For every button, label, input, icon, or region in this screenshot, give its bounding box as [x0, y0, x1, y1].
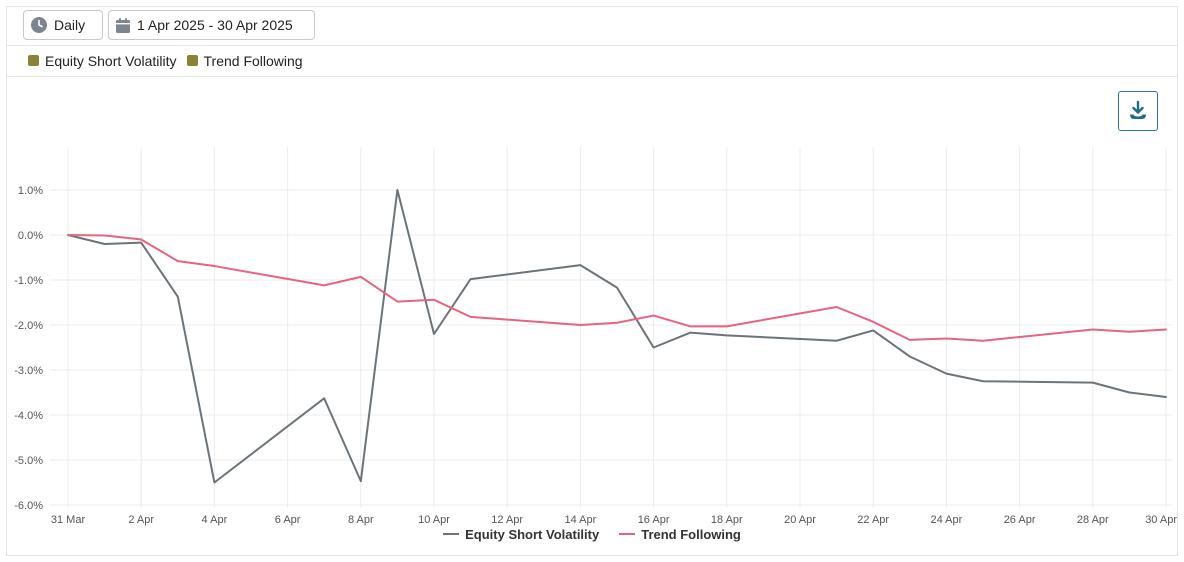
x-tick-label: 4 Apr — [202, 514, 228, 526]
calendar-icon — [116, 17, 130, 33]
date-range-label: 1 Apr 2025 - 30 Apr 2025 — [137, 17, 293, 33]
y-tick-label: -2.0% — [14, 320, 43, 332]
x-tick-label: 16 Apr — [638, 514, 670, 526]
y-tick-label: -6.0% — [14, 500, 43, 512]
download-icon — [1130, 100, 1146, 119]
series-swatch — [28, 55, 39, 66]
y-tick-label: 1.0% — [18, 185, 43, 197]
x-tick-label: 20 Apr — [784, 514, 816, 526]
series-line-trend-following[interactable] — [67, 234, 1167, 342]
x-tick-label: 6 Apr — [275, 514, 301, 526]
frequency-label: Daily — [54, 17, 86, 33]
y-tick-label: 0.0% — [18, 230, 43, 242]
x-tick-label: 31 Mar — [51, 514, 86, 526]
legend-item-trend-following[interactable]: Trend Following — [619, 527, 741, 542]
series-line-equity-short-volatility[interactable] — [67, 189, 1167, 484]
x-tick-label: 18 Apr — [711, 514, 743, 526]
series-swatch — [186, 55, 198, 66]
x-tick-label: 12 Apr — [491, 514, 523, 526]
x-tick-label: 26 Apr — [1004, 514, 1036, 526]
x-tick-label: 10 Apr — [418, 514, 450, 526]
legend-item-equity-short-volatility[interactable]: Equity Short Volatility — [443, 527, 599, 542]
series-filter-label: Equity Short Volatility — [45, 52, 177, 69]
y-tick-label: -1.0% — [14, 275, 43, 287]
chart-legend: Equity Short Volatility Trend Following — [0, 524, 1184, 544]
download-button[interactable] — [1118, 91, 1158, 131]
date-range-button[interactable]: 1 Apr 2025 - 30 Apr 2025 — [108, 10, 315, 40]
x-tick-label: 2 Apr — [128, 514, 154, 526]
chart-panel: Daily 1 Apr 2025 - 30 Apr 2025 Equity Sh… — [6, 6, 1178, 556]
series-filter-trend-following[interactable]: Trend Following — [186, 52, 303, 69]
x-tick-label: 24 Apr — [930, 514, 962, 526]
legend-label: Equity Short Volatility — [465, 526, 600, 542]
series-filter-equity-short-volatility[interactable]: Equity Short Volatility — [28, 53, 177, 69]
x-tick-label: 30 Apr — [1145, 514, 1177, 526]
legend-label: Trend Following — [641, 526, 741, 542]
y-tick-label: -4.0% — [14, 410, 43, 422]
x-tick-label: 14 Apr — [564, 514, 596, 526]
clock-icon — [31, 17, 47, 33]
x-tick-label: 28 Apr — [1077, 514, 1109, 526]
series-filter-legend: Equity Short Volatility Trend Following — [7, 45, 1177, 77]
x-tick-label: 22 Apr — [857, 514, 889, 526]
frequency-button[interactable]: Daily — [23, 10, 103, 40]
y-tick-label: -3.0% — [14, 365, 43, 377]
x-tick-label: 8 Apr — [348, 514, 374, 526]
series-filter-label: Trend Following — [203, 52, 303, 69]
legend-line — [619, 533, 636, 535]
legend-line — [443, 533, 460, 535]
toolbar: Daily 1 Apr 2025 - 30 Apr 2025 — [7, 7, 1177, 46]
y-tick-label: -5.0% — [14, 455, 43, 467]
